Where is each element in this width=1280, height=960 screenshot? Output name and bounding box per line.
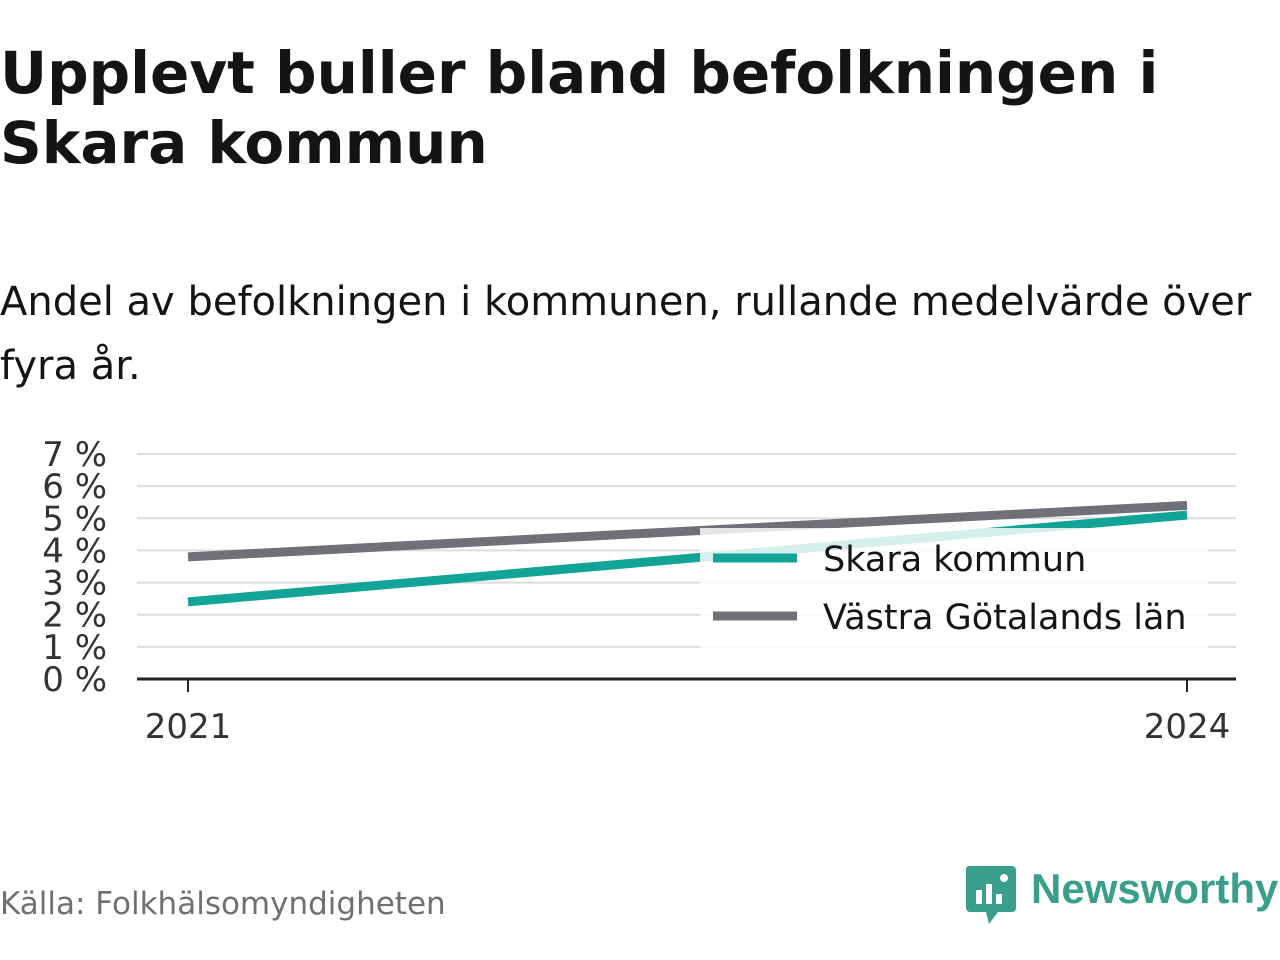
y-axis-ticks: 0 %1 %2 %3 %4 %5 %6 %7 % [42, 435, 107, 700]
x-tick-label: 2024 [1144, 707, 1231, 747]
y-tick-label: 6 % [42, 467, 107, 507]
brand-name: Newsworthy [1031, 865, 1279, 912]
y-tick-label: 4 % [42, 531, 107, 571]
y-tick-label: 2 % [42, 596, 107, 636]
y-tick-label: 5 % [42, 499, 107, 539]
x-tick-label: 2021 [145, 707, 232, 747]
y-tick-label: 1 % [42, 628, 107, 668]
line-chart: 0 %1 %2 %3 %4 %5 %6 %7 % Skara kommun Väs… [42, 435, 1236, 747]
y-tick-label: 3 % [42, 564, 107, 604]
x-axis-ticks: 2021 2024 [145, 679, 1231, 747]
legend: Skara kommun Västra Götalands län [713, 540, 1187, 638]
chart-title: Upplevt buller bland befolkningen i Skar… [0, 39, 1159, 177]
legend-label: Västra Götalands län [823, 598, 1187, 638]
newsworthy-logo-icon [965, 866, 1016, 924]
source-note: Källa: Folkhälsomyndigheten [0, 886, 446, 922]
series-line [187, 500, 1188, 562]
y-tick-label: 0 % [42, 660, 107, 700]
legend-background [700, 528, 1208, 650]
y-tick-label: 7 % [42, 435, 107, 475]
legend-label: Skara kommun [823, 540, 1086, 580]
chart-subtitle: Andel av befolkningen i kommunen, rullan… [0, 279, 1252, 389]
